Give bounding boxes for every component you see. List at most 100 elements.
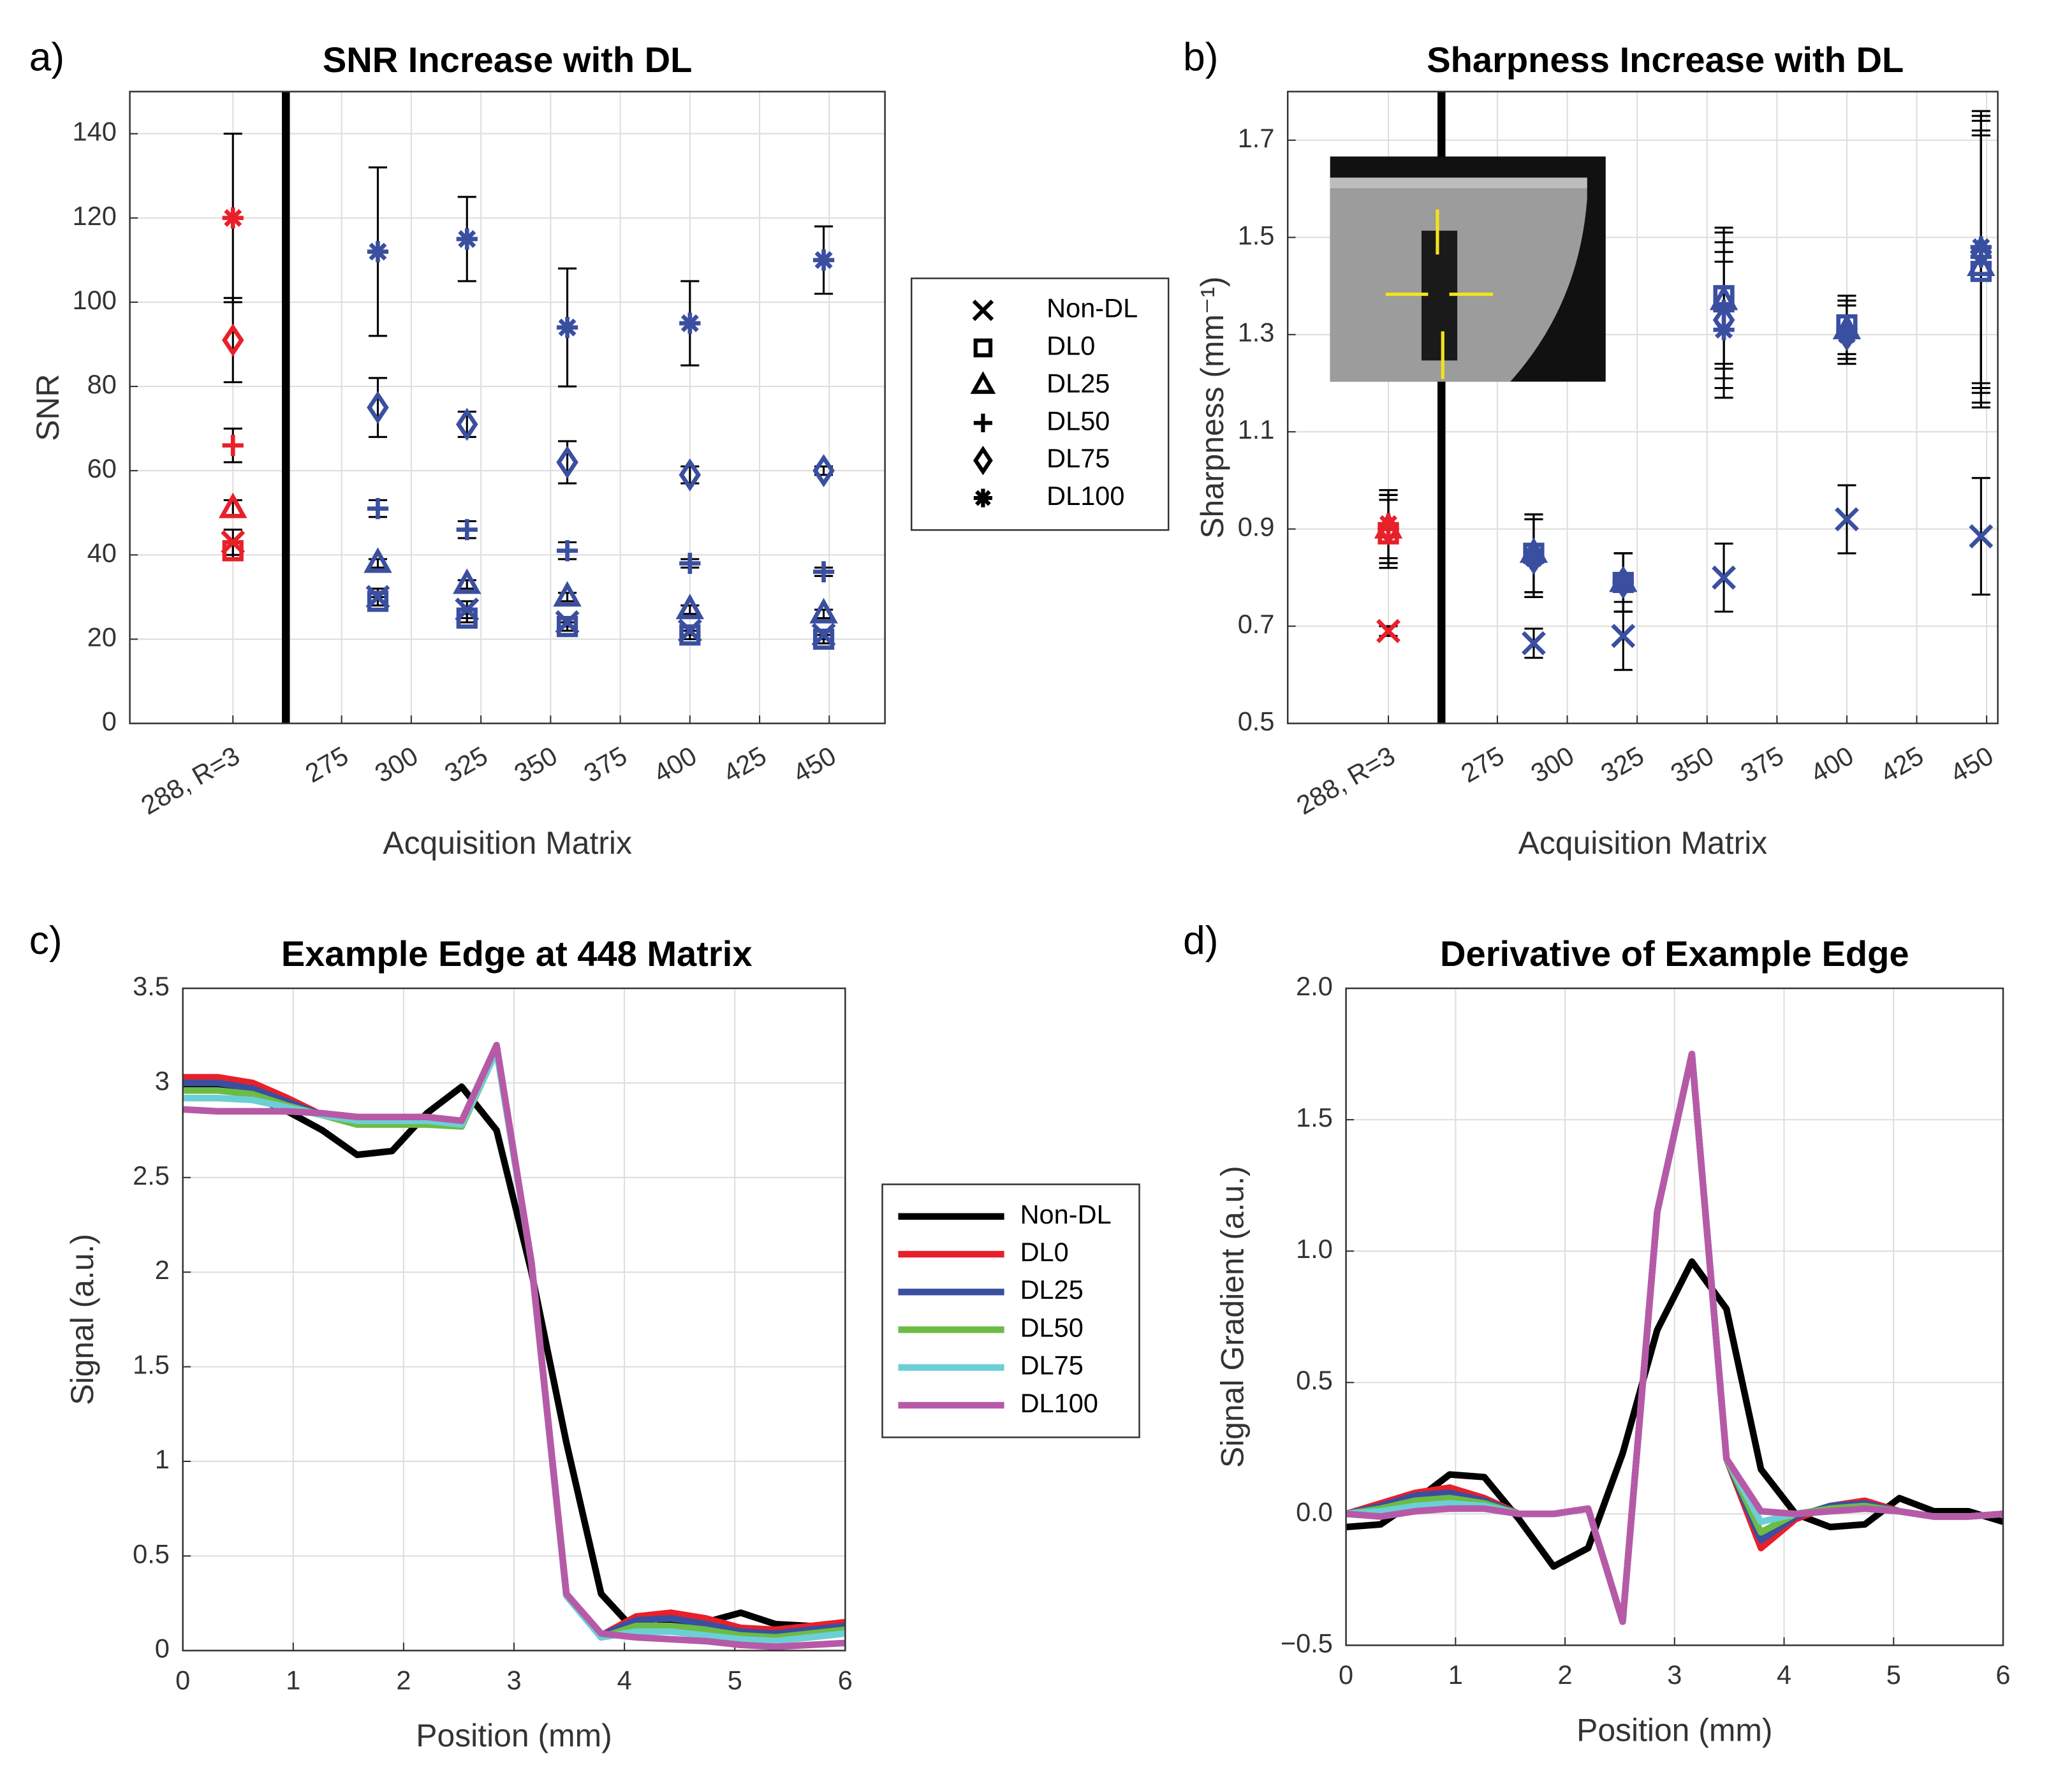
- marker: [367, 241, 389, 263]
- panel-label: c): [29, 919, 62, 963]
- marker: [1969, 524, 1994, 549]
- marker: [675, 594, 705, 620]
- legend-label: DL50: [1047, 406, 1110, 435]
- legend-label: DL50: [1020, 1312, 1084, 1342]
- axes-box: [1286, 91, 1999, 724]
- x-tick-label: 3: [506, 1665, 521, 1695]
- axes-box: [129, 91, 886, 724]
- y-tick-label: 20: [87, 622, 117, 652]
- marker: [367, 391, 389, 425]
- marker: [222, 207, 244, 229]
- y-tick-label: 120: [73, 201, 117, 231]
- legend-box: [881, 1183, 1140, 1438]
- marker: [1970, 236, 1992, 258]
- x-tick-label: 3: [1667, 1660, 1682, 1690]
- x-axis-label: Position (mm): [1576, 1713, 1772, 1748]
- legend-label: DL75: [1020, 1350, 1084, 1380]
- legend-label: Non-DL: [1047, 293, 1138, 323]
- y-tick-label: −0.5: [1281, 1628, 1333, 1658]
- marker: [812, 454, 835, 488]
- y-tick-label: 100: [73, 285, 117, 315]
- line: [1346, 1258, 2004, 1570]
- marker: [556, 540, 578, 562]
- marker: [1712, 565, 1737, 590]
- panel-label: a): [29, 35, 64, 79]
- marker: [679, 458, 702, 492]
- marker: [222, 540, 244, 562]
- inset-image: [1330, 156, 1606, 382]
- y-tick-label: 40: [87, 538, 117, 567]
- line: [1346, 1050, 2004, 1625]
- legend-marker: [972, 300, 994, 321]
- marker: [679, 552, 701, 574]
- marker: [1521, 631, 1546, 655]
- legend-label: DL0: [1047, 331, 1095, 361]
- y-tick-label: 0.7: [1238, 609, 1275, 639]
- marker: [455, 407, 478, 441]
- y-tick-label: 3.5: [133, 971, 170, 1001]
- marker: [221, 323, 244, 357]
- y-tick-label: 2.0: [1296, 971, 1333, 1001]
- chart-title: Sharpness Increase with DL: [1427, 40, 1904, 80]
- marker: [1523, 547, 1545, 569]
- legend-label: Non-DL: [1020, 1199, 1112, 1229]
- y-tick-label: 60: [87, 453, 117, 483]
- marker: [1611, 624, 1636, 648]
- y-axis-label: Signal (a.u.): [64, 1234, 100, 1405]
- x-tick-label: 5: [1886, 1660, 1901, 1690]
- marker: [556, 446, 578, 479]
- chart-title: Derivative of Example Edge: [1440, 933, 1909, 974]
- legend-marker: [970, 371, 996, 394]
- x-tick-label: 2: [396, 1665, 411, 1695]
- plot-area: [129, 91, 885, 724]
- panel-label: d): [1183, 919, 1218, 963]
- marker: [1376, 618, 1400, 643]
- y-tick-label: 1.0: [1296, 1234, 1333, 1264]
- marker: [1834, 507, 1859, 532]
- y-tick-label: 0.9: [1238, 512, 1275, 542]
- x-tick-label: 6: [1995, 1660, 2010, 1690]
- x-tick-label: 4: [1777, 1660, 1791, 1690]
- marker: [679, 624, 701, 646]
- line: [182, 1041, 846, 1650]
- axes-box: [182, 987, 846, 1651]
- marker: [812, 249, 835, 271]
- x-tick-label: 2: [1558, 1660, 1573, 1690]
- legend-label: DL100: [1020, 1388, 1098, 1418]
- y-axis-label: SNR: [30, 374, 66, 441]
- marker: [1378, 513, 1399, 535]
- y-tick-label: 1: [155, 1444, 170, 1474]
- marker: [367, 590, 389, 612]
- marker: [456, 228, 478, 250]
- y-tick-label: 1.5: [133, 1350, 170, 1380]
- legend-marker: [973, 338, 993, 358]
- chart-title: SNR Increase with DL: [323, 40, 693, 80]
- legend-label: DL75: [1047, 443, 1110, 473]
- y-tick-label: 1.3: [1238, 318, 1275, 347]
- legend-marker: [973, 446, 993, 476]
- marker: [222, 434, 244, 457]
- y-tick-label: 1.5: [1238, 220, 1275, 250]
- x-tick-label: 5: [728, 1665, 742, 1695]
- marker: [456, 607, 478, 629]
- y-tick-label: 0.5: [1238, 706, 1275, 736]
- legend-marker: [973, 413, 992, 432]
- legend-box: [910, 277, 1170, 531]
- y-axis-label: Signal Gradient (a.u.): [1214, 1166, 1250, 1468]
- y-axis-label: Sharpness (mm⁻¹): [1194, 276, 1230, 538]
- y-tick-label: 140: [73, 117, 117, 147]
- y-tick-label: 2.5: [133, 1160, 170, 1190]
- marker: [1967, 250, 1995, 277]
- marker: [453, 568, 481, 594]
- marker: [367, 498, 389, 520]
- axes-box: [1345, 987, 2004, 1646]
- marker: [679, 312, 701, 334]
- y-tick-label: 1.1: [1238, 414, 1275, 444]
- marker: [1713, 319, 1735, 340]
- y-tick-label: 80: [87, 369, 117, 399]
- y-tick-label: 1.5: [1296, 1102, 1333, 1132]
- legend-label: DL100: [1047, 481, 1124, 511]
- legend-label: DL0: [1020, 1237, 1069, 1267]
- legend-marker: [973, 488, 992, 508]
- legend-label: DL25: [1020, 1275, 1084, 1305]
